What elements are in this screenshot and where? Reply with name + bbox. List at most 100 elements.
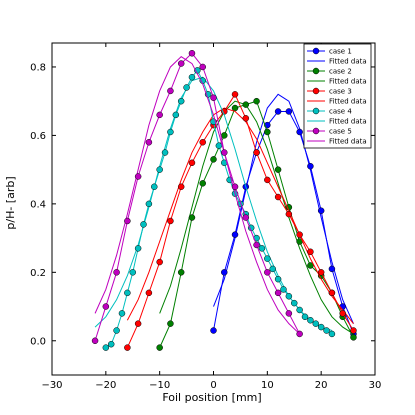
data-point-series-2 bbox=[177, 269, 185, 276]
data-point-series-3 bbox=[156, 258, 163, 266]
data-point-series-2 bbox=[156, 344, 163, 351]
fit-line-series-1 bbox=[213, 93, 354, 324]
data-point-series-3 bbox=[296, 231, 303, 238]
data-point-series-4 bbox=[258, 245, 266, 252]
data-point-series-5 bbox=[264, 269, 271, 276]
data-point-series-2 bbox=[253, 97, 260, 105]
data-point-series-4 bbox=[129, 269, 136, 276]
data-point-series-3 bbox=[253, 149, 260, 156]
legend-label: Fitted data bbox=[329, 58, 367, 66]
data-point-series-3 bbox=[188, 159, 196, 167]
data-point-series-2 bbox=[350, 334, 357, 341]
x-axis-label: Foil position [mm] bbox=[162, 391, 261, 404]
legend-marker bbox=[312, 67, 320, 75]
data-point-series-4 bbox=[145, 200, 153, 208]
y-tick-label: 0.2 bbox=[30, 268, 46, 279]
data-point-series-5 bbox=[231, 183, 239, 190]
data-point-series-5 bbox=[285, 310, 293, 317]
data-point-series-4 bbox=[317, 323, 325, 331]
data-point-series-4 bbox=[161, 149, 169, 156]
data-point-series-5 bbox=[156, 111, 163, 119]
data-point-series-4 bbox=[167, 128, 174, 136]
data-point-series-3 bbox=[167, 217, 174, 225]
legend-marker bbox=[312, 127, 320, 135]
data-point-series-1 bbox=[285, 108, 293, 115]
x-tick-label: 20 bbox=[315, 380, 328, 391]
data-point-series-4 bbox=[215, 142, 223, 149]
y-tick-label: 0.0 bbox=[30, 336, 46, 347]
legend-marker bbox=[312, 87, 320, 95]
x-tick-label: −10 bbox=[149, 380, 170, 391]
data-point-series-3 bbox=[339, 310, 346, 317]
data-line-series-5 bbox=[94, 52, 301, 341]
data-point-series-4 bbox=[285, 293, 293, 300]
data-point-series-4 bbox=[188, 73, 196, 81]
data-point-series-5 bbox=[134, 173, 142, 180]
y-tick-label: 0.8 bbox=[30, 62, 46, 73]
legend: case 1 Fitted data case 2 Fitted data case 3… bbox=[303, 43, 372, 149]
data-point-series-3 bbox=[307, 248, 314, 256]
fit-line-series-3 bbox=[126, 107, 354, 324]
y-tick-label: 0.6 bbox=[30, 131, 46, 142]
data-point-series-1 bbox=[210, 327, 217, 334]
data-point-series-4 bbox=[124, 289, 131, 297]
y-tick-label: 0.4 bbox=[30, 199, 46, 210]
x-tick-label: −30 bbox=[41, 380, 62, 391]
data-line-series-3 bbox=[126, 93, 354, 348]
data-point-series-5 bbox=[91, 337, 99, 345]
data-point-series-4 bbox=[264, 255, 271, 262]
data-point-series-4 bbox=[183, 84, 190, 91]
data-point-series-1 bbox=[317, 207, 325, 214]
data-point-series-3 bbox=[124, 344, 131, 351]
data-point-series-3 bbox=[145, 289, 153, 297]
data-point-series-3 bbox=[328, 289, 336, 297]
fit-line-series-5 bbox=[94, 56, 300, 335]
x-tick-label: 0 bbox=[210, 380, 216, 391]
data-point-series-4 bbox=[269, 265, 276, 273]
data-point-series-2 bbox=[307, 262, 314, 269]
data-point-series-4 bbox=[301, 313, 309, 321]
data-point-series-5 bbox=[113, 269, 120, 276]
legend-label: Fitted data bbox=[329, 98, 367, 106]
data-point-series-4 bbox=[291, 299, 298, 307]
data-point-series-4 bbox=[296, 306, 303, 314]
data-point-series-5 bbox=[167, 87, 174, 95]
data-point-series-2 bbox=[264, 128, 271, 136]
data-point-series-5 bbox=[253, 241, 260, 249]
data-point-series-2 bbox=[167, 320, 174, 327]
data-point-series-1 bbox=[274, 108, 282, 115]
data-point-series-3 bbox=[231, 91, 239, 98]
legend-label: Fitted data bbox=[329, 118, 367, 126]
data-point-series-4 bbox=[172, 111, 180, 119]
data-point-series-2 bbox=[231, 104, 239, 112]
y-axis-label: p/H- [arb] bbox=[4, 176, 17, 229]
data-point-series-4 bbox=[323, 327, 330, 334]
data-point-series-2 bbox=[221, 132, 228, 139]
data-line-series-1 bbox=[213, 110, 354, 335]
data-point-series-2 bbox=[242, 101, 250, 108]
data-point-series-4 bbox=[118, 310, 126, 317]
x-tick-label: 10 bbox=[261, 380, 274, 391]
data-point-series-4 bbox=[307, 316, 314, 324]
plot-area bbox=[91, 50, 357, 351]
data-point-series-2 bbox=[199, 180, 206, 187]
data-point-series-3 bbox=[285, 210, 293, 218]
data-point-series-2 bbox=[188, 214, 196, 221]
legend-label: case 2 bbox=[329, 68, 352, 76]
legend-label: Fitted data bbox=[329, 78, 367, 86]
data-point-series-4 bbox=[328, 330, 336, 338]
legend-marker bbox=[312, 107, 320, 115]
legend-label: Fitted data bbox=[329, 138, 367, 146]
data-point-series-1 bbox=[296, 128, 303, 136]
data-point-series-4 bbox=[156, 166, 163, 173]
data-point-series-1 bbox=[221, 269, 228, 276]
data-point-series-3 bbox=[134, 320, 142, 327]
data-point-series-4 bbox=[102, 344, 110, 351]
data-point-series-4 bbox=[134, 245, 142, 252]
data-point-series-4 bbox=[140, 221, 147, 228]
data-point-series-5 bbox=[199, 63, 206, 71]
data-point-series-5 bbox=[145, 139, 153, 146]
data-point-series-4 bbox=[151, 183, 158, 190]
data-point-series-5 bbox=[102, 303, 110, 310]
